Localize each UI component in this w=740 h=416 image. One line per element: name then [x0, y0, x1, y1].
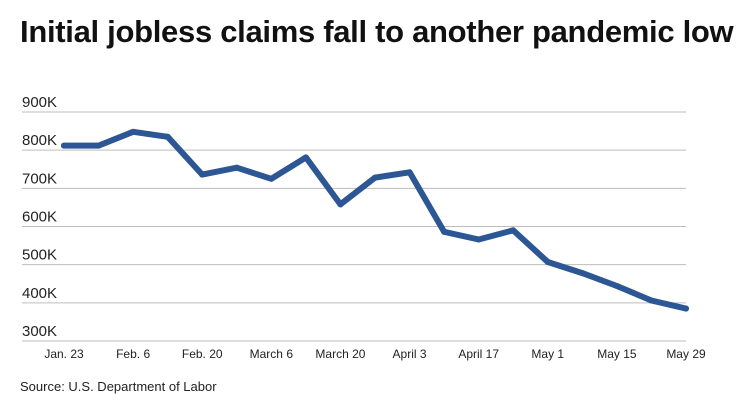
x-tick-label: March 6: [250, 347, 294, 361]
gridlines: [22, 111, 686, 342]
x-tick-label: Feb. 6: [116, 347, 150, 361]
y-tick-label: 400K: [22, 285, 57, 302]
x-tick-label: May 1: [531, 347, 564, 361]
y-tick-label: 500K: [22, 247, 57, 264]
data-point: [164, 133, 171, 140]
x-axis-tick-labels: Jan. 23 Feb. 6 Feb. 20 March 6 March 20 April…: [44, 347, 706, 361]
data-point: [337, 201, 344, 208]
x-tick-label: April 3: [393, 347, 427, 361]
data-point: [233, 164, 240, 171]
data-point: [579, 270, 586, 277]
data-point: [475, 236, 482, 243]
x-tick-label: Jan. 23: [44, 347, 84, 361]
data-point: [95, 142, 102, 149]
data-point: [61, 142, 67, 149]
data-point: [441, 228, 448, 235]
data-point: [406, 169, 413, 176]
data-point: [130, 128, 137, 135]
data-point: [302, 154, 309, 161]
y-tick-label: 700K: [22, 170, 57, 187]
x-tick-label: May 29: [666, 347, 706, 361]
data-point: [510, 227, 517, 234]
data-point: [613, 283, 620, 290]
x-tick-label: March 20: [315, 347, 365, 361]
x-tick-label: Feb. 20: [182, 347, 223, 361]
data-point: [683, 305, 689, 312]
data-point: [648, 297, 655, 304]
y-axis-tick-labels: 900K 800K 700K 600K 500K 400K 300K: [22, 94, 57, 340]
chart-title: Initial jobless claims fall to another p…: [20, 14, 734, 49]
y-tick-label: 800K: [22, 132, 57, 149]
source-note: Source: U.S. Department of Labor: [20, 379, 217, 394]
y-tick-label: 600K: [22, 209, 57, 226]
y-tick-label: 300K: [22, 323, 57, 340]
series-layer: [61, 128, 689, 312]
data-point: [544, 258, 551, 265]
x-tick-label: May 15: [597, 347, 637, 361]
data-point: [199, 171, 206, 178]
x-tick-label: April 17: [458, 347, 499, 361]
y-tick-label: 900K: [22, 94, 57, 111]
data-point: [268, 175, 275, 182]
jobless-claims-line: [61, 128, 689, 312]
data-point: [372, 174, 378, 181]
